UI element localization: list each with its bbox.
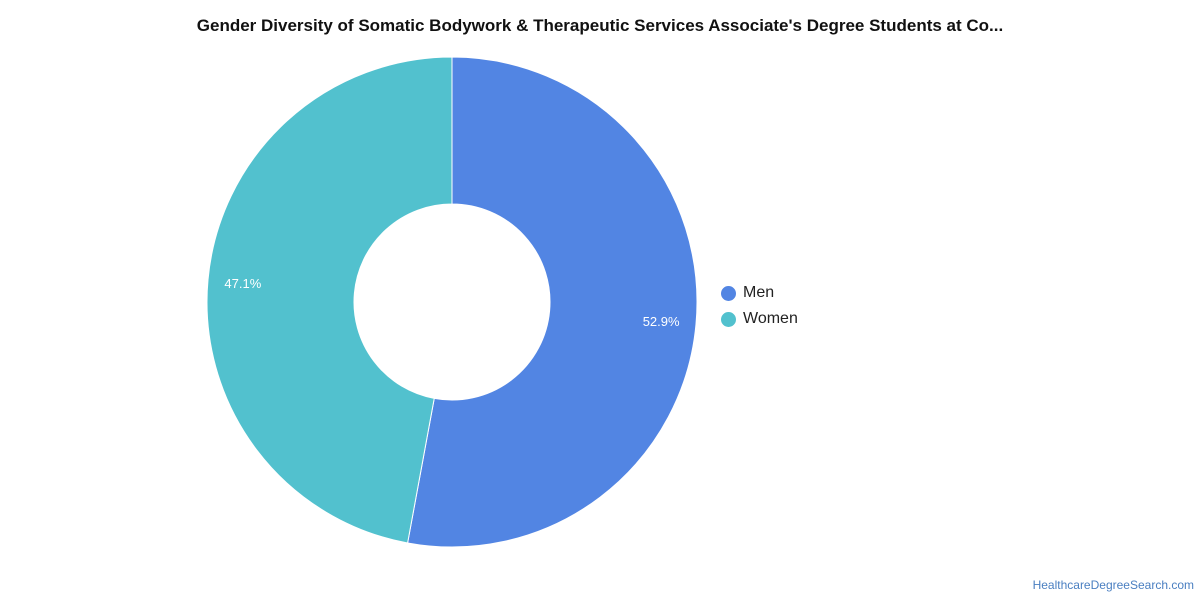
legend-swatch-men (721, 285, 736, 301)
slice-label-men: 52.9% (643, 314, 680, 329)
donut-slice-labels: 52.9% 47.1% (224, 276, 680, 329)
legend-swatch-women (721, 311, 736, 327)
slice-label-women: 47.1% (224, 276, 261, 291)
donut-slice-men[interactable] (407, 56, 698, 548)
legend-label-men: Men (743, 284, 775, 301)
chart-title: Gender Diversity of Somatic Bodywork & T… (196, 16, 1004, 35)
legend-item-men[interactable]: Men (721, 280, 798, 306)
legend-item-women[interactable]: Women (721, 306, 798, 332)
chart-legend: Men Women (721, 280, 798, 332)
donut-slices (206, 56, 698, 548)
donut-slice-women[interactable] (206, 56, 453, 544)
legend-label-women: Women (743, 310, 798, 327)
source-link[interactable]: HealthcareDegreeSearch.com (1032, 578, 1194, 592)
